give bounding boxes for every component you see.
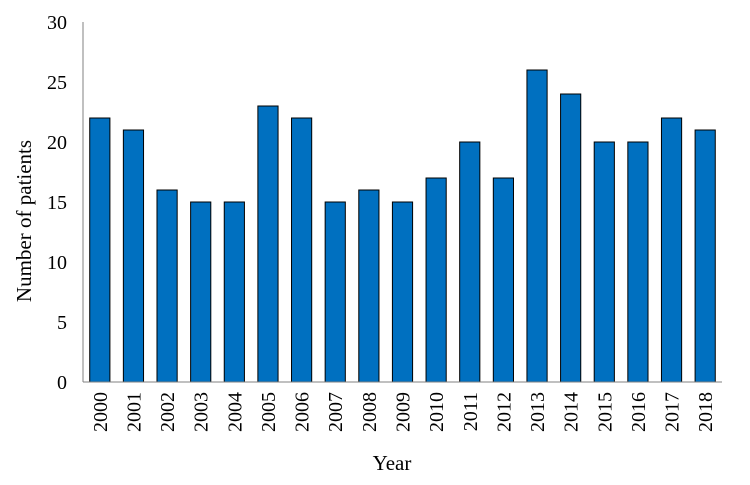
bar-2003 <box>190 201 212 383</box>
x-tick-label: 2006 <box>292 392 314 432</box>
x-tick-label: 2000 <box>90 392 112 432</box>
bar-2006 <box>291 117 313 383</box>
x-axis-title: Year <box>373 451 412 475</box>
y-tick-label: 20 <box>47 132 67 154</box>
x-tick-label: 2013 <box>527 392 549 432</box>
x-tick-label: 2015 <box>594 392 616 432</box>
bar-2011 <box>459 141 481 383</box>
bar-2012 <box>492 177 514 383</box>
x-tick-label: 2012 <box>493 392 515 432</box>
bar-2014 <box>560 93 582 383</box>
bar-2013 <box>526 69 548 383</box>
bar-2000 <box>89 117 111 383</box>
x-tick-label: 2001 <box>123 392 145 432</box>
y-tick-label: 25 <box>47 72 67 94</box>
x-tick-label: 2005 <box>258 392 280 432</box>
x-tick-label: 2014 <box>561 392 583 432</box>
y-axis-title: Number of patients <box>12 140 36 302</box>
x-tick-label: 2016 <box>628 392 650 432</box>
x-tick-label: 2009 <box>393 392 415 432</box>
bar-2002 <box>156 189 178 383</box>
bars <box>89 69 716 383</box>
y-tick-label: 10 <box>47 252 67 274</box>
y-axis-ticks: 0 5 10 15 20 25 30 <box>47 12 67 394</box>
bar-2010 <box>425 177 447 383</box>
bar-2005 <box>257 105 279 383</box>
bar-2007 <box>324 201 346 383</box>
x-tick-label: 2007 <box>325 392 347 432</box>
y-tick-label: 30 <box>47 12 67 34</box>
x-tick-label: 2017 <box>662 392 684 432</box>
x-tick-label: 2004 <box>224 392 246 432</box>
y-tick-label: 0 <box>57 372 67 394</box>
x-tick-label: 2008 <box>359 392 381 432</box>
x-tick-label: 2002 <box>157 392 179 432</box>
x-tick-label: 2011 <box>460 392 482 431</box>
x-tick-label: 2018 <box>695 392 717 432</box>
x-axis-ticks: 2000 2001 2002 2003 2004 2005 2006 2007 2008 2009… <box>90 392 717 432</box>
bar-2016 <box>627 141 649 383</box>
y-tick-label: 5 <box>57 312 67 334</box>
bar-2017 <box>660 117 683 383</box>
x-tick-label: 2010 <box>426 392 448 432</box>
y-tick-label: 15 <box>47 192 67 214</box>
bar-2008 <box>358 189 380 383</box>
bar-2015 <box>593 141 615 383</box>
x-tick-label: 2003 <box>191 392 213 432</box>
bar-2001 <box>122 129 145 383</box>
bar-2018 <box>694 129 716 383</box>
bar-2004 <box>223 201 245 383</box>
bar-2009 <box>391 201 414 383</box>
